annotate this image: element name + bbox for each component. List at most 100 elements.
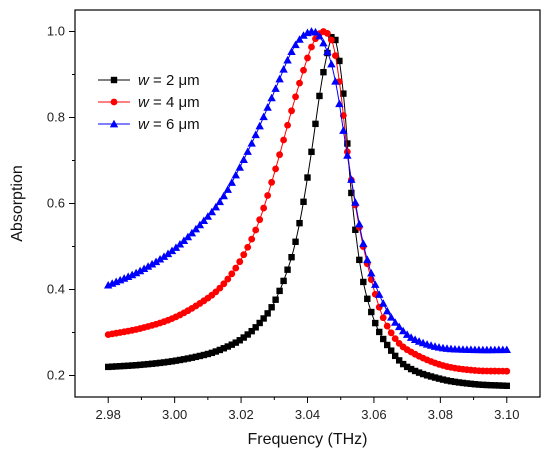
- data-point: [335, 99, 344, 108]
- data-point: [200, 351, 208, 359]
- data-point: [332, 52, 339, 60]
- data-point: [219, 191, 228, 200]
- data-point: [387, 329, 395, 337]
- data-point: [151, 257, 161, 266]
- series-1: [105, 33, 510, 390]
- data-point: [192, 353, 200, 361]
- data-point: [259, 112, 268, 121]
- data-point: [328, 36, 335, 44]
- data-point: [359, 239, 368, 247]
- data-point: [260, 315, 267, 322]
- data-point: [391, 352, 399, 360]
- data-point: [223, 185, 232, 193]
- data-point: [264, 192, 272, 199]
- data-point: [276, 287, 283, 295]
- data-point: [271, 84, 280, 92]
- data-point: [304, 174, 311, 181]
- legend-value: = 6 μm: [149, 116, 200, 133]
- data-point: [127, 270, 137, 279]
- data-point: [224, 343, 231, 350]
- data-point: [167, 246, 177, 255]
- data-point: [411, 367, 419, 375]
- data-point: [288, 107, 295, 115]
- data-point: [331, 77, 340, 85]
- x-tick-label: 3.06: [361, 407, 386, 422]
- legend-variable: w: [138, 94, 150, 111]
- data-point: [287, 47, 296, 56]
- data-point: [236, 258, 244, 266]
- data-point: [391, 335, 399, 343]
- data-point: [140, 361, 148, 368]
- data-point: [383, 306, 392, 315]
- legend-variable: w: [138, 72, 150, 89]
- data-point: [268, 304, 275, 311]
- data-point: [291, 40, 300, 49]
- data-point: [475, 381, 483, 388]
- data-point: [344, 140, 351, 147]
- data-point: [499, 382, 506, 389]
- data-point: [503, 367, 511, 375]
- data-point: [398, 326, 408, 335]
- data-point: [216, 284, 224, 292]
- data-point: [292, 93, 299, 101]
- data-point: [384, 341, 391, 349]
- data-point: [388, 347, 395, 354]
- data-point: [231, 170, 240, 179]
- data-point: [228, 270, 236, 278]
- legend-marker: [110, 76, 118, 84]
- data-point: [352, 226, 359, 233]
- data-point: [419, 370, 427, 378]
- data-point: [443, 377, 451, 384]
- data-point: [248, 235, 256, 243]
- data-point: [252, 324, 259, 331]
- data-point: [147, 259, 157, 268]
- y-tick-label: 1.0: [47, 24, 65, 39]
- data-point: [296, 219, 303, 227]
- data-point: [220, 345, 227, 352]
- data-point: [371, 280, 380, 288]
- data-point: [196, 352, 204, 360]
- data-point: [148, 360, 156, 367]
- data-point: [144, 360, 152, 368]
- data-point: [136, 361, 144, 369]
- data-point: [191, 224, 201, 233]
- data-point: [199, 216, 209, 225]
- data-point: [131, 268, 141, 277]
- data-point: [160, 359, 168, 366]
- data-point: [204, 350, 212, 358]
- data-point: [308, 148, 315, 156]
- data-point: [188, 354, 196, 361]
- data-point: [280, 136, 287, 144]
- data-point: [255, 121, 264, 130]
- data-point: [360, 278, 367, 286]
- data-point: [264, 310, 271, 317]
- data-point: [296, 79, 303, 87]
- legend-value: = 2 μm: [149, 72, 200, 89]
- data-point: [276, 151, 283, 159]
- data-point: [272, 165, 280, 173]
- data-point: [195, 220, 205, 229]
- data-point: [227, 178, 236, 186]
- data-point: [402, 330, 412, 338]
- data-point: [252, 226, 260, 234]
- data-point: [491, 382, 499, 389]
- data-point: [284, 121, 291, 129]
- data-point: [292, 238, 299, 245]
- data-point: [120, 362, 128, 370]
- data-point: [363, 255, 372, 264]
- data-point: [156, 359, 164, 367]
- data-point: [163, 249, 173, 258]
- data-point: [235, 163, 244, 171]
- chart-legend: w = 2 μmw = 4 μmw = 6 μm: [98, 72, 200, 133]
- data-point: [312, 120, 319, 128]
- data-point: [128, 362, 136, 369]
- legend-marker: [109, 119, 119, 128]
- data-point: [427, 373, 435, 380]
- data-point: [343, 151, 352, 159]
- plot-area: [74, 9, 541, 398]
- axis-ticks: 2.98 3.00 3.02 3.04 3.06 3.08 3.10 0.2 0.4 0.6 0.8…: [47, 24, 520, 423]
- data-point: [376, 328, 383, 336]
- data-point: [239, 155, 248, 163]
- data-point: [483, 381, 491, 389]
- data-point: [207, 207, 217, 216]
